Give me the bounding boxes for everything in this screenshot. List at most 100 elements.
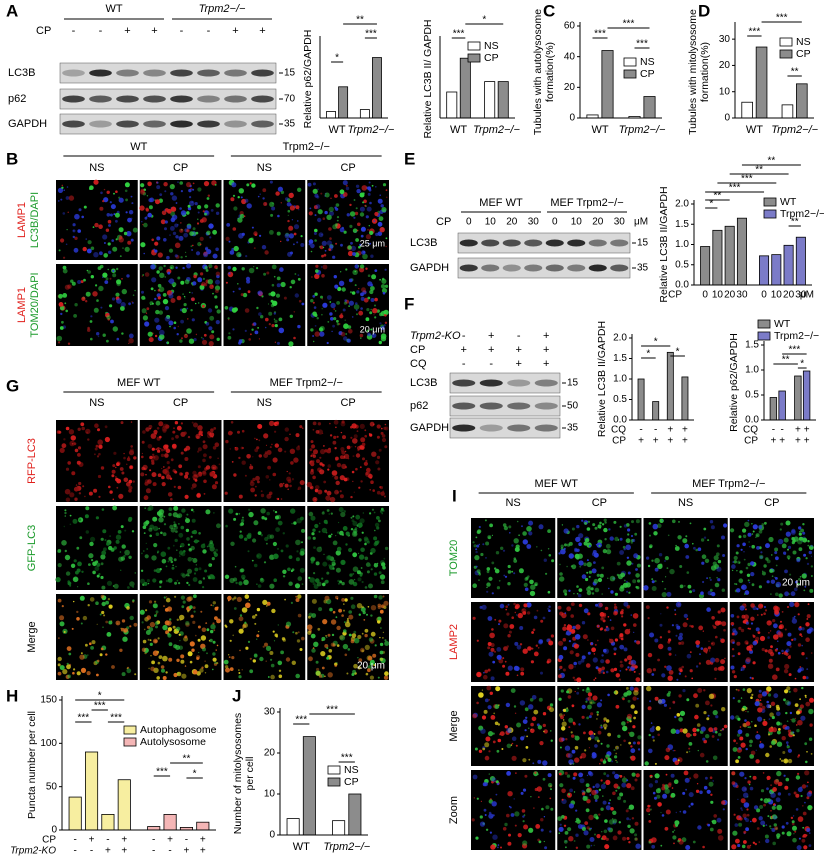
label: 2.0 [675,199,689,210]
image-spot [383,309,389,316]
image-spot [288,581,293,586]
image-spot [807,781,809,784]
image-spot [148,424,153,429]
image-spot [173,558,177,562]
image-spot [189,660,193,664]
image-spot [363,461,368,466]
image-spot [227,599,230,602]
image-spot [805,701,811,707]
label: 50 [567,401,579,412]
image-spot [146,579,150,583]
image-spot [533,651,539,657]
image-spot [274,319,278,324]
image-spot [212,292,214,295]
image-spot [576,677,582,683]
label: *** [295,715,307,726]
image-spot [353,216,356,219]
image-spot [379,636,381,639]
image-spot [755,636,760,642]
image-spot [174,242,181,249]
image-spot [751,533,754,535]
image-spot [253,520,259,526]
image-spot [168,293,174,299]
image-spot [340,431,343,434]
image-spot [528,520,534,526]
image-spot [721,800,726,805]
image-spot [209,540,213,544]
image-spot [761,647,765,652]
image-spot [239,568,244,573]
image-spot [652,791,656,795]
image-spot [255,485,257,488]
image-spot [162,532,167,537]
image-spot [207,308,213,313]
image-spot [593,844,595,846]
image-spot [773,605,779,611]
image-spot [493,712,496,715]
image-spot [355,467,358,471]
image-spot [288,233,294,239]
image-spot [288,341,294,347]
image-spot [125,211,128,214]
image-spot [235,581,238,585]
image-spot [714,657,720,663]
image-spot [86,269,89,272]
image-spot [151,472,157,478]
image-spot [116,478,122,484]
image-spot [714,582,720,588]
image-spot [183,448,188,452]
image-spot [587,651,591,655]
image-spot [153,569,157,572]
image-spot [186,307,189,310]
image-spot [384,314,387,317]
image-spot [474,747,478,751]
blot-band [62,95,85,103]
image-spot [742,542,746,547]
image-spot [805,696,807,699]
image-spot [807,540,810,543]
image-spot [496,749,500,753]
image-spot [89,642,92,645]
label: Relative LC3B II/GAPDH [596,321,608,437]
image-spot [315,670,321,676]
image-spot [619,660,623,664]
image-spot [214,442,220,448]
image-spot [570,731,573,734]
image-spot [559,563,561,566]
image-spot [295,598,300,602]
image-spot [201,666,204,669]
image-spot [118,197,124,203]
image-spot [165,565,168,568]
image-spot [228,332,231,335]
image-spot [668,670,674,675]
image-spot [618,678,622,681]
image-spot [214,285,221,291]
image-spot [150,287,154,291]
image-spot [808,844,812,847]
image-spot [763,564,767,568]
image-spot [698,662,702,665]
image-spot [558,826,564,832]
image-spot [208,223,214,229]
image-spot [229,667,234,671]
label: ** [356,15,364,26]
image-spot [287,567,291,572]
image-spot [615,704,620,709]
image-spot [295,673,301,679]
image-spot [148,527,153,532]
image-spot [65,467,70,471]
image-spot [489,776,496,782]
blot-band [507,379,531,387]
image-spot [353,491,355,493]
image-spot [475,550,478,554]
image-spot [192,188,195,191]
image-spot [593,578,599,584]
image-spot [385,245,387,248]
image-spot [776,770,782,777]
image-spot [115,620,121,626]
image-spot [146,307,150,311]
image-spot [81,296,86,301]
image-spot [339,314,344,319]
image-spot [257,584,262,588]
image-spot [224,574,230,579]
